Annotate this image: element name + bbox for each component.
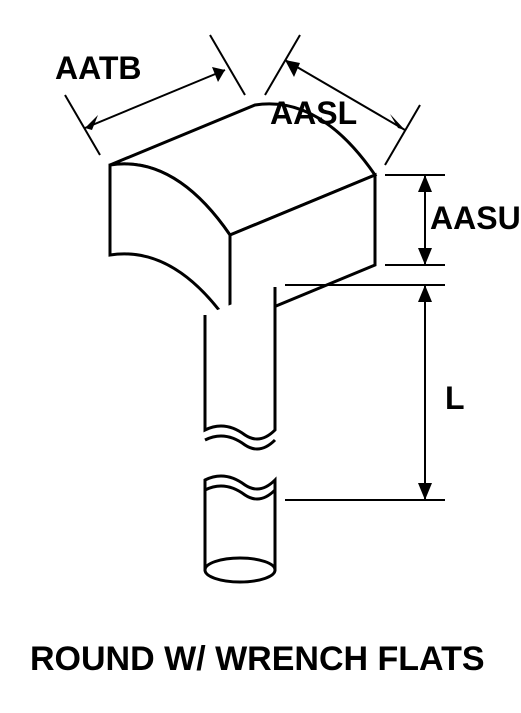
dim-l [285,285,445,500]
diagram-svg [0,0,521,708]
label-l: L [445,380,465,417]
shaft-upper [205,287,275,439]
label-aatb: AATB [55,50,142,87]
label-aasu: AASU [430,200,521,237]
technical-diagram: AATB AASL AASU L ROUND W/ WRENCH FLATS [0,0,521,708]
shaft-bottom-ellipse [205,558,275,582]
diagram-caption: ROUND W/ WRENCH FLATS [30,640,485,679]
label-aasl: AASL [270,95,357,132]
